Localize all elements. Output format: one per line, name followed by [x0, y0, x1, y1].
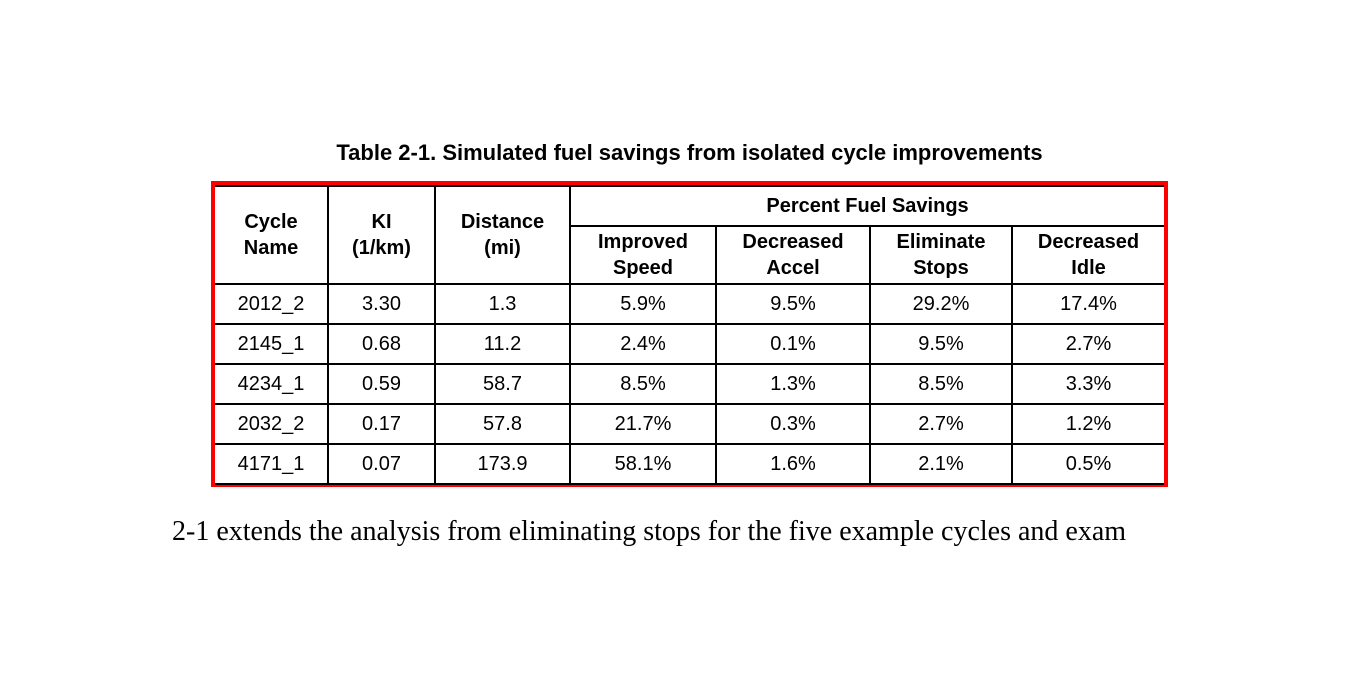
cell-ki: 0.07	[327, 443, 436, 485]
cell-decreased-accel: 1.6%	[715, 443, 871, 485]
cell-eliminate-stops: 2.1%	[869, 443, 1013, 485]
cell-improved-speed: 8.5%	[569, 363, 717, 405]
table-row: 2032_2 0.17 57.8 21.7% 0.3% 2.7% 1.2%	[215, 403, 1165, 445]
col-header-ki: KI (1/km)	[327, 185, 436, 285]
cell-decreased-accel: 0.3%	[715, 403, 871, 445]
cell-cycle-name: 2012_2	[215, 283, 329, 325]
cell-eliminate-stops: 8.5%	[869, 363, 1013, 405]
cell-eliminate-stops: 29.2%	[869, 283, 1013, 325]
cell-distance: 1.3	[434, 283, 571, 325]
header-row-sub: Improved Speed Decreased Accel Eliminate…	[215, 225, 1165, 285]
table-row: 4171_1 0.07 173.9 58.1% 1.6% 2.1% 0.5%	[215, 443, 1165, 485]
cell-ki: 3.30	[327, 283, 436, 325]
cell-cycle-name: 2032_2	[215, 403, 329, 445]
cell-improved-speed: 2.4%	[569, 323, 717, 365]
col-header-improved-speed: Improved Speed	[569, 225, 717, 285]
cell-decreased-idle: 1.2%	[1010, 403, 1165, 445]
header-row-group: Cycle Name KI (1/km) Distance (mi) Perce…	[215, 185, 1165, 285]
group-header-percent-fuel-savings: Percent Fuel Savings	[568, 185, 1165, 227]
cell-ki: 0.59	[327, 363, 436, 405]
cell-decreased-idle: 2.7%	[1010, 323, 1165, 365]
cell-distance: 11.2	[434, 323, 571, 365]
cell-cycle-name: 4234_1	[215, 363, 329, 405]
table-caption: Table 2-1. Simulated fuel savings from i…	[336, 140, 1043, 165]
cell-eliminate-stops: 2.7%	[869, 403, 1013, 445]
col-header-distance: Distance (mi)	[434, 185, 571, 285]
cell-decreased-idle: 17.4%	[1010, 283, 1165, 325]
cell-decreased-idle: 3.3%	[1010, 363, 1165, 405]
cell-decreased-idle: 0.5%	[1010, 443, 1165, 485]
cell-decreased-accel: 9.5%	[715, 283, 871, 325]
table-row: 2145_1 0.68 11.2 2.4% 0.1% 9.5% 2.7%	[215, 323, 1165, 365]
fuel-savings-table: Cycle Name KI (1/km) Distance (mi) Perce…	[215, 185, 1165, 485]
cell-cycle-name: 4171_1	[215, 443, 329, 485]
fuel-savings-table-frame: Cycle Name KI (1/km) Distance (mi) Perce…	[211, 181, 1168, 487]
cell-distance: 173.9	[434, 443, 571, 485]
cell-distance: 58.7	[434, 363, 571, 405]
table-row: 4234_1 0.59 58.7 8.5% 1.3% 8.5% 3.3%	[215, 363, 1165, 405]
cell-improved-speed: 21.7%	[569, 403, 717, 445]
cell-cycle-name: 2145_1	[215, 323, 329, 365]
body-text: 2-1 extends the analysis from eliminatin…	[172, 516, 1127, 547]
col-header-decreased-idle: Decreased Idle	[1010, 225, 1165, 285]
cell-improved-speed: 5.9%	[569, 283, 717, 325]
cell-decreased-accel: 0.1%	[715, 323, 871, 365]
col-header-decreased-accel: Decreased Accel	[715, 225, 871, 285]
cell-distance: 57.8	[434, 403, 571, 445]
col-header-eliminate-stops: Eliminate Stops	[869, 225, 1013, 285]
cell-decreased-accel: 1.3%	[715, 363, 871, 405]
cell-ki: 0.68	[327, 323, 436, 365]
col-header-cycle-name: Cycle Name	[215, 185, 329, 285]
cell-eliminate-stops: 9.5%	[869, 323, 1013, 365]
cell-ki: 0.17	[327, 403, 436, 445]
cell-improved-speed: 58.1%	[569, 443, 717, 485]
table-row: 2012_2 3.30 1.3 5.9% 9.5% 29.2% 17.4%	[215, 283, 1165, 325]
